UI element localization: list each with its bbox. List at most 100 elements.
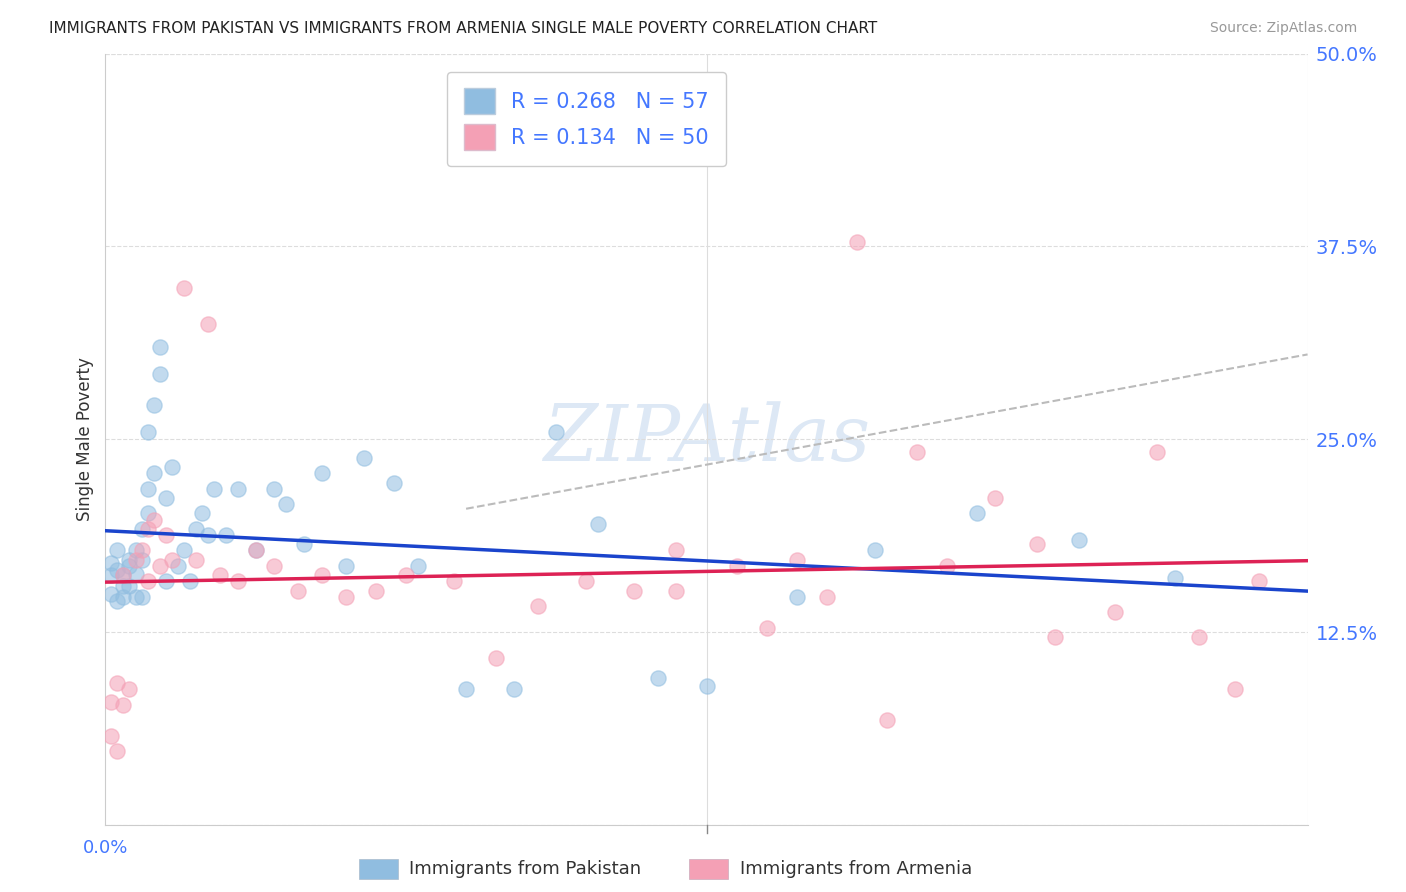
Immigrants from Armenia xyxy=(335,590,357,604)
Immigrants from Armenia xyxy=(936,558,959,573)
Immigrants from Armenia xyxy=(226,574,249,589)
Text: 0.0%: 0.0% xyxy=(83,839,128,857)
Immigrants from Pakistan xyxy=(406,558,429,573)
Immigrants from Pakistan xyxy=(166,558,188,573)
Immigrants from Pakistan xyxy=(118,579,141,593)
Immigrants from Pakistan xyxy=(311,467,333,481)
Immigrants from Armenia xyxy=(815,590,838,604)
Immigrants from Pakistan xyxy=(112,568,135,582)
Immigrants from Pakistan xyxy=(647,672,669,686)
Immigrants from Armenia xyxy=(155,528,177,542)
Immigrants from Pakistan xyxy=(863,543,886,558)
Immigrants from Armenia xyxy=(136,522,159,536)
Immigrants from Armenia xyxy=(245,543,267,558)
Immigrants from Pakistan xyxy=(226,482,249,496)
Immigrants from Armenia xyxy=(623,583,645,598)
Immigrants from Pakistan xyxy=(124,543,146,558)
Immigrants from Armenia xyxy=(665,583,688,598)
Immigrants from Pakistan xyxy=(179,574,201,589)
Immigrants from Pakistan xyxy=(184,522,207,536)
Immigrants from Armenia xyxy=(485,651,508,665)
Immigrants from Pakistan xyxy=(546,425,568,439)
Immigrants from Armenia xyxy=(1249,574,1271,589)
Immigrants from Pakistan xyxy=(155,491,177,505)
Immigrants from Pakistan xyxy=(274,497,297,511)
Immigrants from Armenia xyxy=(1225,682,1247,697)
Immigrants from Armenia xyxy=(107,744,129,758)
Immigrants from Armenia xyxy=(100,729,122,743)
Immigrants from Pakistan xyxy=(100,587,122,601)
Immigrants from Armenia xyxy=(1188,630,1211,644)
Immigrants from Pakistan xyxy=(131,590,153,604)
Immigrants from Armenia xyxy=(1026,537,1049,551)
Legend: R = 0.268   N = 57, R = 0.134   N = 50: R = 0.268 N = 57, R = 0.134 N = 50 xyxy=(447,71,725,166)
Immigrants from Armenia xyxy=(148,558,170,573)
Immigrants from Armenia xyxy=(755,621,778,635)
Immigrants from Pakistan xyxy=(131,552,153,566)
Immigrants from Armenia xyxy=(665,543,688,558)
Immigrants from Pakistan xyxy=(136,482,159,496)
Immigrants from Pakistan xyxy=(112,590,135,604)
Immigrants from Armenia xyxy=(100,695,122,709)
Immigrants from Pakistan xyxy=(118,552,141,566)
Immigrants from Armenia xyxy=(263,558,285,573)
Immigrants from Pakistan xyxy=(107,543,129,558)
Immigrants from Armenia xyxy=(287,583,309,598)
Immigrants from Pakistan xyxy=(142,467,165,481)
Immigrants from Pakistan xyxy=(1164,571,1187,585)
Immigrants from Pakistan xyxy=(100,556,122,570)
Immigrants from Armenia xyxy=(107,676,129,690)
Immigrants from Pakistan xyxy=(353,450,375,465)
Immigrants from Armenia xyxy=(364,583,387,598)
Immigrants from Pakistan xyxy=(588,517,610,532)
Immigrants from Armenia xyxy=(395,568,418,582)
Text: Source: ZipAtlas.com: Source: ZipAtlas.com xyxy=(1209,21,1357,36)
Immigrants from Pakistan xyxy=(107,594,129,608)
Immigrants from Pakistan xyxy=(112,579,135,593)
Immigrants from Armenia xyxy=(905,444,928,458)
Immigrants from Pakistan xyxy=(136,425,159,439)
Immigrants from Pakistan xyxy=(786,590,808,604)
Immigrants from Armenia xyxy=(725,558,748,573)
Immigrants from Pakistan xyxy=(142,398,165,412)
Immigrants from Pakistan xyxy=(124,590,146,604)
Immigrants from Armenia xyxy=(160,552,183,566)
Immigrants from Pakistan xyxy=(136,507,159,521)
Immigrants from Pakistan xyxy=(173,543,195,558)
Immigrants from Armenia xyxy=(118,682,141,697)
Immigrants from Armenia xyxy=(184,552,207,566)
Immigrants from Pakistan xyxy=(107,564,129,578)
Immigrants from Pakistan xyxy=(454,682,477,697)
Immigrants from Armenia xyxy=(575,574,598,589)
Immigrants from Armenia xyxy=(136,574,159,589)
Immigrants from Armenia xyxy=(1043,630,1066,644)
Immigrants from Armenia xyxy=(124,552,146,566)
Immigrants from Pakistan xyxy=(131,522,153,536)
Immigrants from Pakistan xyxy=(335,558,357,573)
Immigrants from Armenia xyxy=(311,568,333,582)
Immigrants from Armenia xyxy=(984,491,1007,505)
Immigrants from Pakistan xyxy=(155,574,177,589)
Immigrants from Armenia xyxy=(527,599,550,613)
Y-axis label: Single Male Poverty: Single Male Poverty xyxy=(76,358,94,521)
Immigrants from Armenia xyxy=(208,568,231,582)
Immigrants from Armenia xyxy=(173,281,195,295)
Immigrants from Pakistan xyxy=(160,460,183,475)
Immigrants from Pakistan xyxy=(245,543,267,558)
Immigrants from Pakistan xyxy=(966,507,988,521)
Immigrants from Armenia xyxy=(197,317,219,331)
Immigrants from Pakistan xyxy=(124,566,146,581)
Immigrants from Armenia xyxy=(112,568,135,582)
Immigrants from Pakistan xyxy=(197,528,219,542)
Immigrants from Pakistan xyxy=(696,679,718,693)
Immigrants from Pakistan xyxy=(148,368,170,382)
Immigrants from Pakistan xyxy=(382,475,405,490)
Immigrants from Armenia xyxy=(112,698,135,712)
Immigrants from Pakistan xyxy=(118,558,141,573)
Text: ZIPAtlas: ZIPAtlas xyxy=(543,401,870,477)
Immigrants from Armenia xyxy=(443,574,465,589)
Immigrants from Pakistan xyxy=(202,482,225,496)
Immigrants from Armenia xyxy=(1146,444,1168,458)
Text: IMMIGRANTS FROM PAKISTAN VS IMMIGRANTS FROM ARMENIA SINGLE MALE POVERTY CORRELAT: IMMIGRANTS FROM PAKISTAN VS IMMIGRANTS F… xyxy=(49,21,877,37)
Immigrants from Armenia xyxy=(876,713,898,727)
